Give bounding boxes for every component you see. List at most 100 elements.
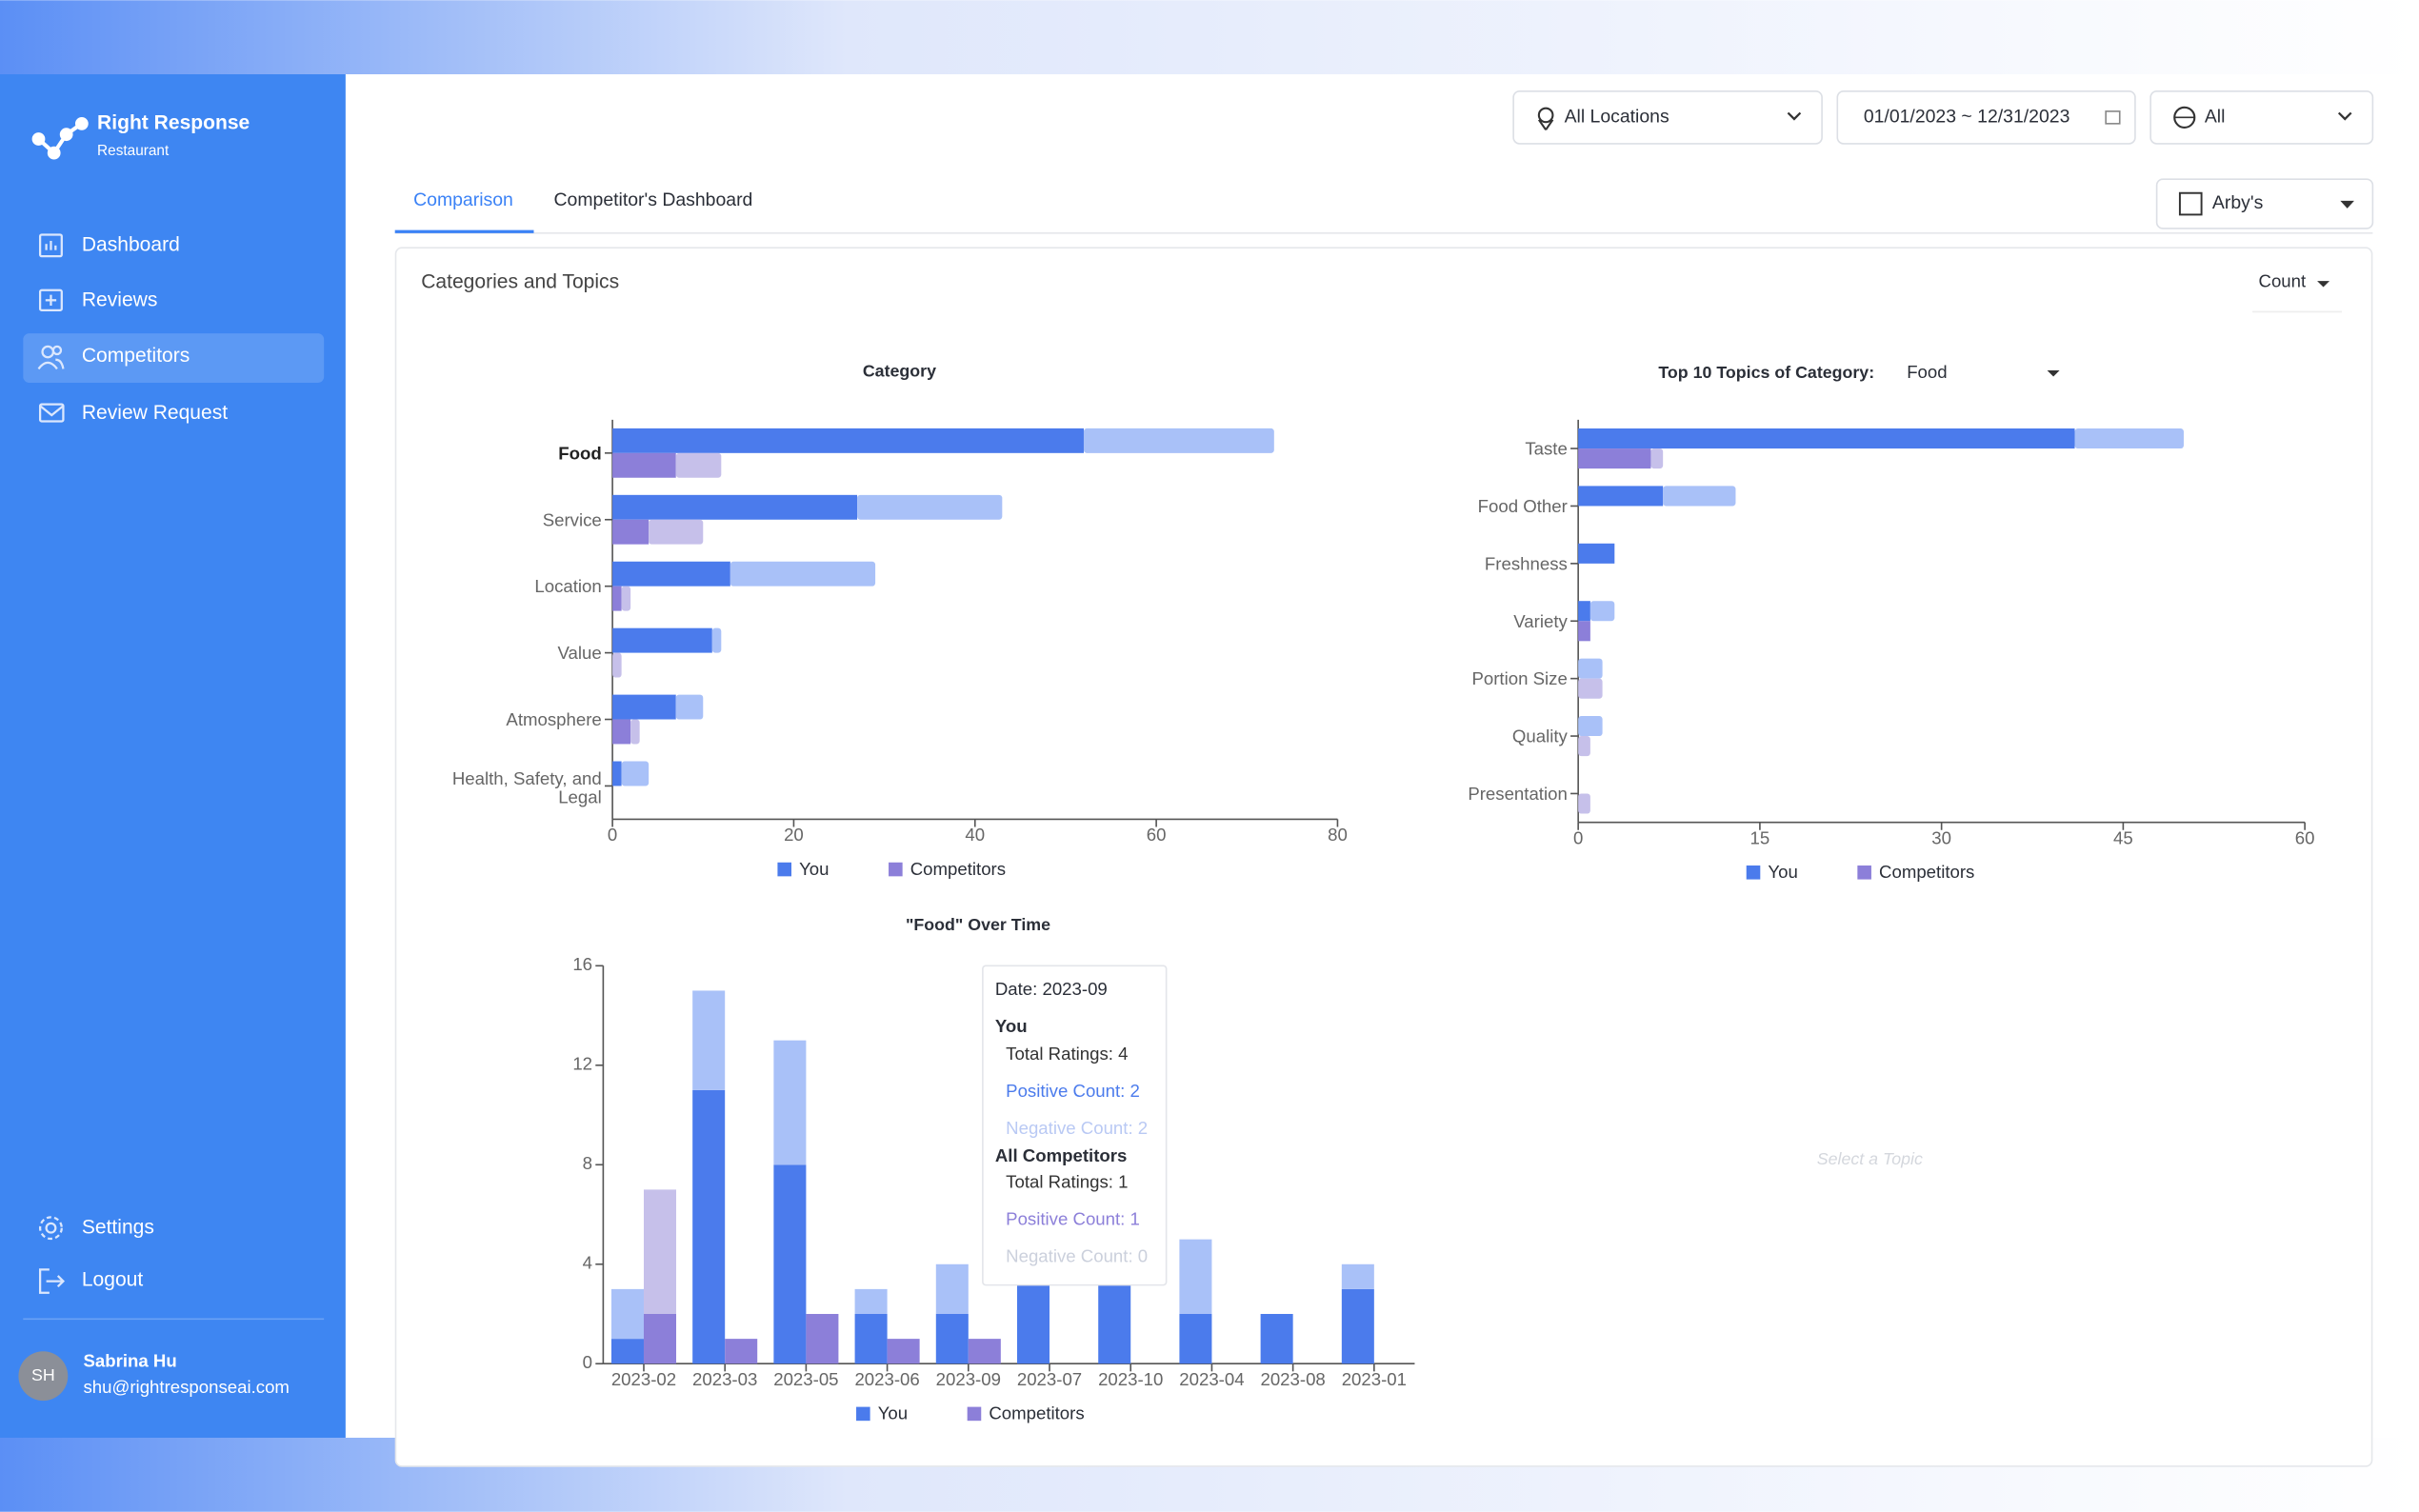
bar-negative	[643, 1189, 677, 1314]
x-tick-label: 45	[2113, 827, 2133, 847]
tooltip-line: Total Ratings: 4	[1006, 1044, 1128, 1064]
top-band	[0, 0, 2419, 75]
nav-item[interactable]: Review Request	[82, 402, 228, 424]
card-title: Categories and Topics	[421, 270, 619, 292]
bar-negative	[2074, 428, 2184, 449]
bar-positive	[806, 1313, 839, 1364]
bar-negative	[1578, 793, 1590, 814]
bar-negative	[1578, 678, 1603, 699]
calendar-icon	[2105, 110, 2121, 125]
competitor-select[interactable]	[2155, 178, 2374, 229]
bar-positive	[725, 1339, 758, 1364]
legend-label: Competitors	[989, 1403, 1084, 1423]
y-tick-label: 4	[583, 1253, 592, 1273]
tooltip-group: You	[995, 1016, 1028, 1036]
scope-select[interactable]	[2149, 90, 2374, 145]
bar-negative	[675, 694, 704, 720]
tab[interactable]: Competitor's Dashboard	[554, 189, 753, 210]
x-tick-label: 40	[965, 825, 985, 845]
bar-positive	[612, 428, 1084, 453]
category-select[interactable]: Food	[1907, 362, 1947, 382]
metric-select[interactable]: Count	[2259, 271, 2307, 291]
y-tick-label: Food	[558, 443, 601, 463]
date-label: 01/01/2023 ~ 12/31/2023	[1864, 106, 2070, 127]
tooltip-line: Negative Count: 2	[1006, 1118, 1148, 1138]
bar-negative	[675, 452, 722, 478]
x-tick-label: 2023-01	[1342, 1369, 1407, 1389]
legend-label: You	[878, 1403, 908, 1423]
x-tick-label: 0	[608, 825, 617, 845]
legend-swatch	[777, 862, 792, 877]
bar-negative	[1578, 658, 1603, 679]
bar-negative	[610, 1288, 644, 1340]
y-tick-label: Food Other	[1478, 496, 1568, 516]
location-label: All Locations	[1565, 106, 1669, 127]
x-tick-label: 2023-04	[1179, 1369, 1244, 1389]
user-name: Sabrina Hu	[83, 1351, 176, 1371]
bar-positive	[612, 761, 622, 786]
bar-negative	[649, 519, 704, 545]
legend-swatch	[856, 1406, 870, 1422]
tab-active[interactable]: Comparison	[413, 189, 513, 210]
nav-item[interactable]: Competitors	[82, 345, 190, 367]
bar-positive	[612, 719, 631, 745]
bar-negative	[621, 586, 631, 611]
bar-positive	[773, 1164, 807, 1364]
y-tick-label: 12	[572, 1054, 592, 1074]
bar-positive	[1578, 621, 1590, 642]
bar-negative	[612, 652, 622, 678]
bar-negative	[854, 1288, 888, 1314]
bar-positive	[1578, 601, 1590, 622]
y-tick-label: Health, Safety, and Legal	[452, 768, 602, 806]
bar-negative	[1578, 715, 1603, 737]
y-tick-label: Taste	[1525, 439, 1567, 459]
bar-positive	[612, 627, 712, 653]
x-tick-label: 2023-03	[692, 1369, 757, 1389]
bar-negative	[857, 494, 1003, 520]
nav-item[interactable]: Dashboard	[82, 233, 180, 255]
date-select[interactable]	[1836, 90, 2136, 145]
y-tick-label: Service	[543, 509, 602, 529]
bar-positive	[612, 519, 650, 545]
bar-positive	[1179, 1313, 1212, 1364]
legend-swatch	[889, 862, 903, 877]
tooltip-line: Negative Count: 0	[1006, 1245, 1148, 1265]
bar-positive	[935, 1313, 969, 1364]
bar-positive	[1260, 1313, 1293, 1364]
y-tick-label: 0	[583, 1352, 592, 1372]
user-email: shu@rightresponseai.com	[83, 1377, 289, 1397]
nav-item[interactable]: Settings	[82, 1216, 154, 1238]
bar-positive	[968, 1339, 1001, 1364]
caret	[2317, 281, 2330, 288]
x-tick-label: 0	[1573, 827, 1583, 847]
bar-positive	[612, 694, 676, 720]
location-select[interactable]	[1512, 90, 1823, 145]
bar-negative	[692, 990, 726, 1090]
avatar	[18, 1351, 69, 1402]
nav-item[interactable]: Logout	[82, 1268, 144, 1290]
bar-positive	[1578, 543, 1615, 564]
nav-item[interactable]: Reviews	[82, 289, 158, 311]
y-tick-label: Variety	[1513, 611, 1568, 631]
bar-negative	[630, 719, 640, 745]
avatar-initials: SH	[31, 1365, 55, 1384]
x-tick-label: 80	[1328, 825, 1348, 845]
nav-icons	[37, 233, 66, 1294]
competitor-label: Arby's	[2212, 192, 2264, 213]
x-tick-label: 60	[1147, 825, 1167, 845]
tooltip-group: All Competitors	[995, 1145, 1128, 1165]
chart-title: Category	[863, 361, 936, 380]
y-tick-label: Atmosphere	[506, 709, 601, 729]
bar-positive	[643, 1313, 677, 1364]
bar-negative	[1083, 428, 1274, 453]
bar-negative	[935, 1263, 969, 1314]
card	[394, 247, 2373, 1467]
bar-positive	[612, 561, 730, 587]
y-tick-label: Portion Size	[1471, 668, 1567, 688]
bar-negative	[773, 1040, 807, 1165]
placeholder: Select a Topic	[1817, 1149, 1923, 1168]
x-tick-label: 2023-10	[1098, 1369, 1163, 1389]
x-tick-label: 60	[2295, 827, 2315, 847]
